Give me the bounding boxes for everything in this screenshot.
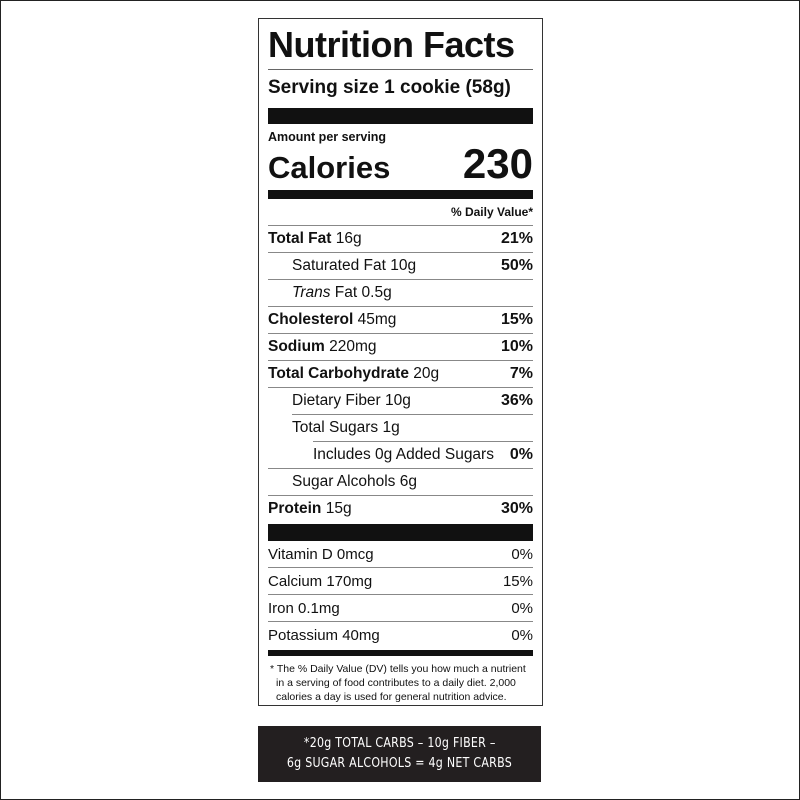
nutrient-name: Sodium [268, 338, 325, 355]
nutrient-row-total-sugars: Total Sugars 1g [292, 414, 533, 441]
nutrient-name: Protein [268, 500, 322, 517]
nutrient-row-protein: Protein 15g 30% [268, 495, 533, 522]
nutrient-row-trans-fat: Trans Fat 0.5g [268, 279, 533, 306]
nutrient-row-sugar-alcohols: Sugar Alcohols 6g [268, 468, 533, 495]
vitamin-dv: 0% [511, 626, 533, 644]
vitamin-name: Iron 0.1mg [268, 599, 340, 617]
vitamin-name: Potassium 40mg [268, 626, 380, 644]
nutrient-dv: 36% [500, 392, 533, 409]
serving-size: Serving size 1 cookie (58g) [268, 69, 533, 100]
nutrient-name: Includes 0g Added Sugars [313, 446, 494, 463]
nutrient-name: Trans [292, 284, 331, 301]
nutrient-dv: 21% [500, 230, 533, 247]
net-carbs-line-2: 6g SUGAR ALCOHOLS = 4g NET CARBS [286, 756, 513, 771]
label-title: Nutrition Facts [268, 24, 515, 65]
nutrient-dv: 10% [500, 338, 533, 355]
vitamin-row: Iron 0.1mg 0% [268, 594, 533, 621]
nutrient-name: Total Fat [268, 230, 332, 247]
nutrient-name: Total Carbohydrate [268, 365, 409, 382]
nutrient-name-suffix: Fat [334, 284, 358, 301]
divider-medium [268, 650, 533, 656]
nutrient-amount: 10g [385, 392, 411, 409]
nutrient-amount: 10g [390, 257, 417, 274]
vitamin-row: Vitamin D 0mcg 0% [268, 541, 533, 567]
nutrient-row-sodium: Sodium 220mg 10% [268, 333, 533, 360]
nutrient-amount: 0.5g [361, 284, 392, 301]
vitamin-dv: 15% [502, 572, 533, 590]
net-carbs-line-1: *20g TOTAL CARBS – 10g FIBER – [303, 736, 496, 751]
calories-label: Calories [268, 150, 391, 185]
daily-value-footnote: * The % Daily Value (DV) tells you how m… [270, 663, 526, 703]
vitamin-dv: 0% [511, 545, 533, 563]
nutrient-amount: 45mg [357, 311, 397, 328]
nutrient-name: Dietary Fiber [292, 392, 381, 409]
calories-value: 230 [462, 140, 533, 187]
nutrient-amount: 15g [325, 500, 352, 517]
nutrient-amount: 16g [335, 230, 362, 247]
nutrient-row-cholesterol: Cholesterol 45mg 15% [268, 306, 533, 333]
divider-medium [268, 190, 533, 199]
nutrient-name: Saturated Fat [292, 257, 386, 274]
calories-row: Calories 230 [268, 140, 533, 188]
vitamin-row: Potassium 40mg 0% [268, 621, 533, 648]
nutrient-name: Total Sugars [292, 419, 379, 436]
nutrient-dv: 0% [509, 446, 533, 463]
vitamin-name: Vitamin D 0mcg [268, 545, 374, 563]
net-carbs-banner: *20g TOTAL CARBS – 10g FIBER – 6g SUGAR … [258, 726, 541, 782]
nutrient-dv: 15% [500, 311, 533, 328]
nutrient-row-dietary-fiber: Dietary Fiber 10g 36% [268, 387, 533, 414]
divider-thick [268, 524, 533, 541]
vitamins-section: Vitamin D 0mcg 0% Calcium 170mg 15% Iron 0… [268, 541, 533, 648]
nutrient-amount: 6g [399, 473, 417, 490]
nutrient-amount: 220mg [329, 338, 377, 355]
nutrient-name: Cholesterol [268, 311, 354, 328]
nutrient-row-total-fat: Total Fat 16g 21% [268, 225, 533, 252]
nutrient-row-added-sugars: Includes 0g Added Sugars 0% [313, 441, 533, 468]
nutrient-row-total-carbohydrate: Total Carbohydrate 20g 7% [268, 360, 533, 387]
nutrient-amount: 20g [413, 365, 440, 382]
divider-thick [268, 108, 533, 124]
nutrition-facts-label: Nutrition Facts Serving size 1 cookie (5… [258, 18, 543, 706]
nutrient-dv: 50% [500, 257, 533, 274]
nutrient-name: Sugar Alcohols [292, 473, 396, 490]
vitamin-name: Calcium 170mg [268, 572, 373, 590]
vitamin-dv: 0% [511, 599, 533, 617]
daily-value-header: % Daily Value* [450, 205, 533, 219]
nutrient-dv: 30% [500, 500, 533, 517]
amount-per-serving: Amount per serving [268, 130, 387, 144]
vitamin-row: Calcium 170mg 15% [268, 567, 533, 594]
nutrient-row-saturated-fat: Saturated Fat 10g 50% [268, 252, 533, 279]
nutrient-amount: 1g [382, 419, 400, 436]
nutrient-dv: 7% [509, 365, 533, 382]
